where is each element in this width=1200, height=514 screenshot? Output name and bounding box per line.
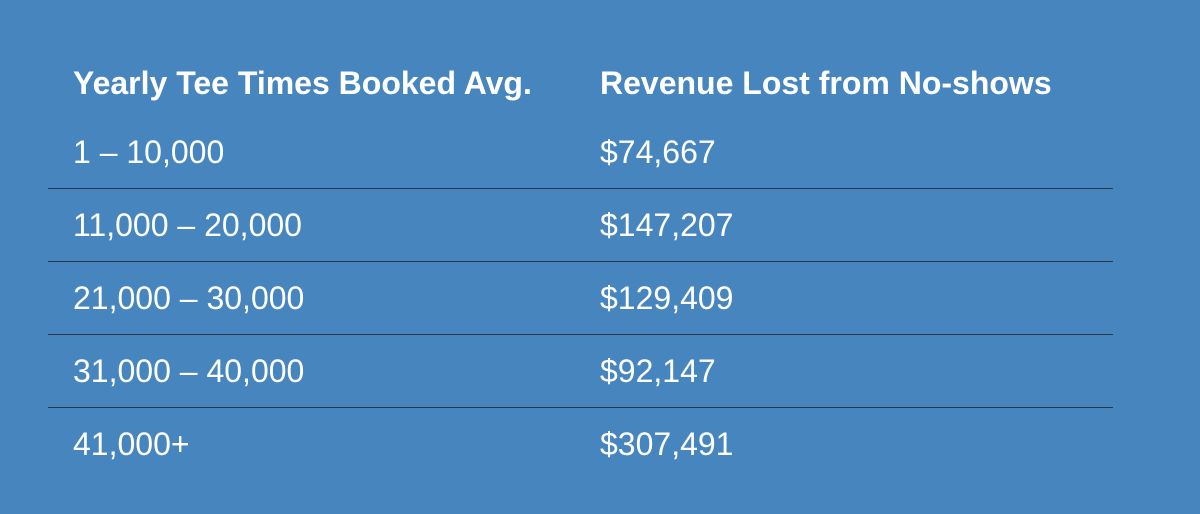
revenue-lost-cell: $307,491: [600, 426, 734, 462]
revenue-lost-cell: $147,207: [600, 207, 734, 243]
revenue-lost-cell: $129,409: [600, 280, 734, 316]
tee-times-range-cell: 21,000 – 30,000: [73, 280, 305, 316]
tee-times-range-cell: 1 – 10,000: [73, 134, 225, 170]
table-row: 31,000 – 40,000 $92,147: [48, 335, 1113, 408]
column-header-revenue-lost: Revenue Lost from No-shows: [600, 65, 1052, 101]
revenue-lost-cell: $92,147: [600, 353, 716, 389]
table-row: 1 – 10,000 $74,667: [48, 116, 1113, 189]
table-row: 41,000+ $307,491: [48, 408, 1113, 480]
tee-times-range-cell: 31,000 – 40,000: [73, 353, 305, 389]
tee-times-range-cell: 41,000+: [73, 426, 190, 462]
table-row: 21,000 – 30,000 $129,409: [48, 262, 1113, 335]
revenue-table: Yearly Tee Times Booked Avg. Revenue Los…: [48, 50, 1113, 480]
tee-times-range-cell: 11,000 – 20,000: [73, 207, 302, 243]
revenue-lost-cell: $74,667: [600, 134, 716, 170]
table-header: Yearly Tee Times Booked Avg. Revenue Los…: [48, 50, 1113, 116]
table-row: 11,000 – 20,000 $147,207: [48, 189, 1113, 262]
column-header-tee-times: Yearly Tee Times Booked Avg.: [73, 65, 532, 101]
